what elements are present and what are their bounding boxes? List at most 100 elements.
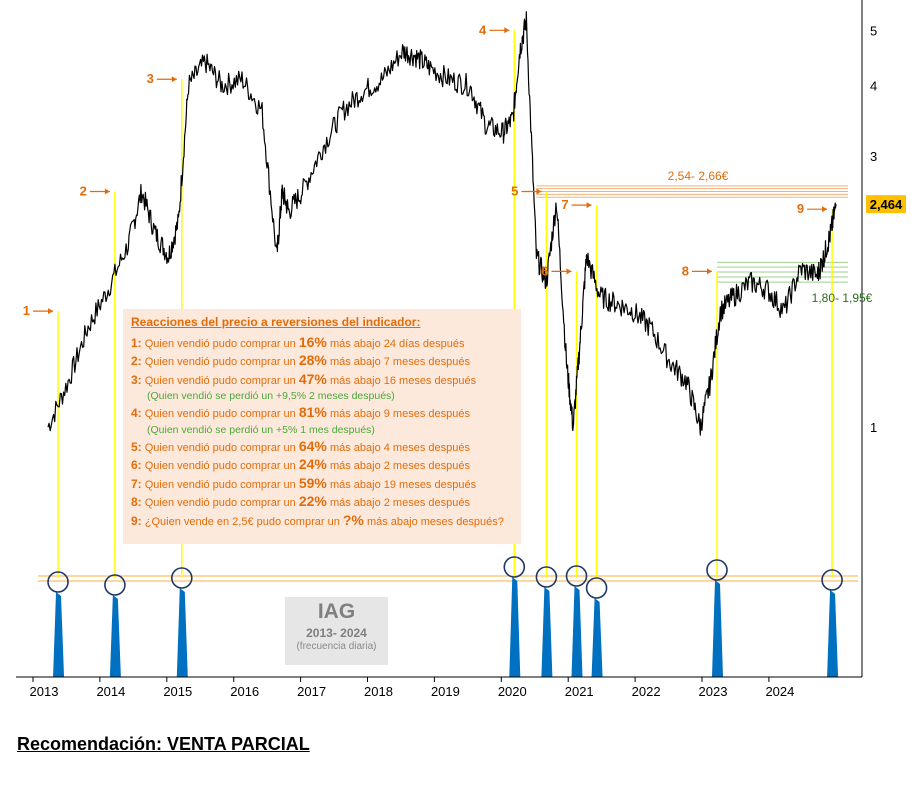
x-tick-label: 2016 <box>230 684 259 699</box>
reaction-post: más abajo 24 días después <box>329 337 465 350</box>
signal-label: 9 <box>797 201 804 216</box>
reaction-item: 3: Quien vendió pudo comprar un 47% más … <box>131 371 513 390</box>
recommendation: Recomendación: VENTA PARCIAL <box>17 734 310 754</box>
reaction-pct: 59% <box>298 474 327 491</box>
reaction-item: 6: Quien vendió pudo comprar un 24% más … <box>131 456 513 475</box>
indicator-spike <box>571 586 583 677</box>
x-tick-label: 2022 <box>632 684 661 699</box>
reaction-post: más abajo 4 meses después <box>329 441 470 454</box>
reaction-num: 7: <box>131 476 142 491</box>
signal-circle <box>535 566 558 588</box>
reactions-box: Reacciones del precio a reversiones del … <box>123 309 521 544</box>
reaction-item: 9: ¿Quien vende en 2,5€ pudo comprar un … <box>131 512 513 531</box>
indicator-spike <box>109 595 121 677</box>
reaction-pct: 81% <box>298 404 327 420</box>
reaction-post: más abajo 2 meses después <box>329 497 470 509</box>
indicator-spike <box>509 577 521 677</box>
reaction-post: más abajo 16 meses después <box>329 374 477 387</box>
signal-label: 2 <box>80 183 87 198</box>
reaction-num: 1: <box>131 335 142 350</box>
reaction-item: 8: Quien vendió pudo comprar un 22% más … <box>131 493 513 512</box>
indicator-spike <box>827 590 839 677</box>
price-chart: 1 3 4 5 6 2013 2014 2015 2016 2017 2018 2019 2020 202… <box>16 0 906 699</box>
reaction-post: más abajo 7 meses después <box>329 356 470 368</box>
reaction-pct: 64% <box>298 437 327 454</box>
reaction-num: 2: <box>131 354 142 368</box>
reaction-pct: 16% <box>298 333 327 350</box>
signal-circle <box>821 569 843 591</box>
indicator-spike <box>541 587 553 677</box>
reaction-pct: 47% <box>298 370 327 387</box>
signal-arrowhead <box>171 76 177 83</box>
signal-label: 6 <box>541 263 548 278</box>
reaction-item: 5: Quien vendió pudo comprar un 64% más … <box>131 438 513 457</box>
reaction-item: 4: Quien vendió pudo comprar un 81% más … <box>131 404 513 423</box>
x-tick-label: 2024 <box>765 684 794 699</box>
x-tick-label: 2020 <box>498 684 527 699</box>
ticker-name: IAG <box>317 600 356 623</box>
reaction-post: más abajo 2 meses después <box>329 460 470 472</box>
signal-arrowhead <box>536 188 542 195</box>
y-tick-label: 5 <box>870 23 877 38</box>
reaction-pre: ¿Quien vende en 2,5€ pudo comprar un <box>144 515 340 528</box>
x-tick-label: 2021 <box>565 684 594 699</box>
reaction-item: 7: Quien vendió pudo comprar un 59% más … <box>131 475 513 494</box>
reactions-title: Reacciones del precio a reversiones del … <box>131 315 421 329</box>
indicator-spike <box>53 592 65 677</box>
y-tick-label: 1 <box>870 420 877 435</box>
signal-label: 5 <box>511 183 518 198</box>
last-price-tag <box>866 195 906 214</box>
signal-circle <box>47 571 69 593</box>
reaction-post: más abajo 19 meses después <box>329 478 477 491</box>
reaction-post: más abajo 9 meses después <box>329 408 470 420</box>
signal-arrowhead <box>822 206 828 213</box>
reaction-pct: ?% <box>342 511 364 528</box>
indicator-spike <box>591 598 603 677</box>
reaction-pre: Quien vendió pudo comprar un <box>144 337 296 350</box>
signal-label: 1 <box>23 303 30 318</box>
signal-label: 4 <box>479 22 487 37</box>
reaction-num: 4: <box>131 406 142 420</box>
ticker-frequency: (frecuencia diaria) <box>296 641 377 652</box>
reaction-pre: Quien vendió pudo comprar un <box>144 408 296 420</box>
reaction-item: 2: Quien vendió pudo comprar un 28% más … <box>131 352 513 371</box>
reaction-note: (Quien vendió se perdió un +9,5% 2 meses… <box>147 390 395 402</box>
reaction-note: (Quien vendió se perdió un +5% 1 mes des… <box>147 423 375 436</box>
signal-circle <box>565 565 588 587</box>
signal-arrowhead <box>104 188 110 195</box>
reaction-num: 5: <box>131 439 142 454</box>
ticker-badge: IAG 2013- 2024 (frecuencia diaria) <box>285 597 388 665</box>
signal-circle <box>706 559 728 581</box>
reaction-pre: Quien vendió pudo comprar un <box>144 460 296 472</box>
last-price-label: 2,464 <box>870 197 903 212</box>
signal-arrowhead <box>504 27 510 34</box>
resistance-label: 2,54- 2,66€ <box>668 169 729 183</box>
signal-circle <box>503 556 526 578</box>
reaction-pct: 24% <box>298 456 327 472</box>
reaction-num: 9: <box>131 513 142 528</box>
y-tick-label: 4 <box>870 78 877 93</box>
signal-circle <box>585 577 608 599</box>
x-tick-label: 2015 <box>163 684 192 699</box>
price-series-line <box>47 11 837 436</box>
reaction-post: más abajo meses después? <box>366 515 504 528</box>
indicator-spike <box>176 588 188 677</box>
x-tick-label: 2017 <box>297 684 326 699</box>
indicator-spike <box>712 580 723 677</box>
reaction-pre: Quien vendió pudo comprar un <box>144 356 296 368</box>
ticker-years: 2013- 2024 <box>306 626 367 640</box>
reaction-item: 1: Quien vendió pudo comprar un 16% más … <box>131 334 513 353</box>
signal-circle <box>171 567 193 589</box>
signal-arrowhead <box>566 268 572 275</box>
reaction-pre: Quien vendió pudo comprar un <box>144 374 296 387</box>
support-label: 1,80- 1,95€ <box>812 291 873 305</box>
signal-label: 3 <box>147 71 154 86</box>
x-tick-label: 2019 <box>431 684 460 699</box>
reaction-num: 6: <box>131 458 142 472</box>
signal-circle <box>104 574 126 596</box>
x-tick-label: 2014 <box>96 684 125 699</box>
reaction-num: 3: <box>131 372 142 387</box>
reaction-pre: Quien vendió pudo comprar un <box>144 497 296 509</box>
y-tick-label: 3 <box>870 149 877 164</box>
x-tick-label: 2018 <box>364 684 393 699</box>
